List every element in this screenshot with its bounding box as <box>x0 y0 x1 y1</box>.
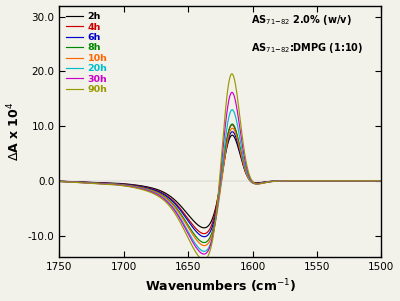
20h <box>180 219 185 223</box>
20h <box>322 179 326 183</box>
10h <box>202 244 207 247</box>
4h <box>57 179 62 183</box>
6h <box>116 182 120 186</box>
10h <box>322 179 326 183</box>
90h <box>116 183 120 187</box>
90h <box>297 179 302 183</box>
4h <box>230 123 234 127</box>
Line: 30h: 30h <box>59 92 381 254</box>
6h <box>57 179 62 183</box>
20h <box>57 180 62 183</box>
30h <box>57 180 62 183</box>
8h <box>322 179 326 183</box>
2h <box>250 180 255 184</box>
8h <box>297 179 302 183</box>
2h <box>230 133 235 137</box>
30h <box>180 221 185 225</box>
90h <box>266 180 271 184</box>
30h <box>297 179 302 183</box>
2h <box>57 179 62 183</box>
90h <box>230 72 234 76</box>
4h <box>250 180 255 184</box>
Text: AS$_{71\mathregular{-}82}$ 2.0% (w/v): AS$_{71\mathregular{-}82}$ 2.0% (w/v) <box>251 13 352 27</box>
10h <box>116 182 120 186</box>
8h <box>230 122 235 126</box>
20h <box>202 250 206 253</box>
Text: AS$_{71\mathregular{-}82}$:DMPG (1:10): AS$_{71\mathregular{-}82}$:DMPG (1:10) <box>251 41 363 55</box>
Line: 20h: 20h <box>59 110 381 251</box>
2h <box>266 180 271 183</box>
2h <box>180 206 185 209</box>
90h <box>201 258 206 262</box>
Legend: 2h, 4h, 6h, 8h, 10h, 20h, 30h, 90h: 2h, 4h, 6h, 8h, 10h, 20h, 30h, 90h <box>64 10 110 96</box>
4h <box>297 179 302 183</box>
90h <box>57 180 62 183</box>
20h <box>116 183 120 186</box>
30h <box>250 180 255 184</box>
4h <box>266 180 271 183</box>
4h <box>379 179 384 183</box>
Y-axis label: $\Delta$A x 10$^4$: $\Delta$A x 10$^4$ <box>6 102 22 161</box>
20h <box>297 179 302 183</box>
90h <box>180 225 185 228</box>
Line: 4h: 4h <box>59 125 381 234</box>
2h <box>297 179 302 183</box>
8h <box>57 179 62 183</box>
6h <box>180 211 185 215</box>
10h <box>266 180 271 184</box>
30h <box>322 179 326 183</box>
2h <box>379 179 384 183</box>
90h <box>322 179 326 183</box>
6h <box>230 130 235 134</box>
10h <box>379 179 384 183</box>
30h <box>202 252 206 256</box>
2h <box>116 182 120 185</box>
6h <box>250 181 255 185</box>
Line: 8h: 8h <box>59 124 381 243</box>
30h <box>230 91 234 94</box>
X-axis label: Wavenumbers (cm$^{-1}$): Wavenumbers (cm$^{-1}$) <box>145 278 296 296</box>
8h <box>116 182 120 186</box>
Line: 6h: 6h <box>59 132 381 237</box>
4h <box>322 179 326 183</box>
10h <box>180 216 185 220</box>
20h <box>230 108 234 112</box>
90h <box>379 179 384 183</box>
20h <box>250 181 255 185</box>
30h <box>116 183 120 187</box>
8h <box>266 180 271 184</box>
90h <box>250 180 255 183</box>
Line: 2h: 2h <box>59 135 381 228</box>
6h <box>266 180 271 183</box>
10h <box>230 126 235 130</box>
4h <box>180 209 185 213</box>
20h <box>379 179 384 183</box>
6h <box>297 179 302 183</box>
8h <box>180 214 185 218</box>
6h <box>202 235 207 238</box>
2h <box>322 179 326 183</box>
30h <box>379 179 384 183</box>
10h <box>57 180 62 183</box>
6h <box>322 179 326 183</box>
20h <box>266 180 271 184</box>
8h <box>202 241 207 244</box>
10h <box>250 181 255 185</box>
8h <box>250 181 255 185</box>
8h <box>379 179 384 183</box>
Line: 10h: 10h <box>59 128 381 246</box>
4h <box>202 232 206 235</box>
4h <box>116 182 120 185</box>
2h <box>202 226 206 230</box>
30h <box>266 180 271 184</box>
6h <box>379 179 384 183</box>
Line: 90h: 90h <box>59 74 381 260</box>
10h <box>297 179 302 183</box>
